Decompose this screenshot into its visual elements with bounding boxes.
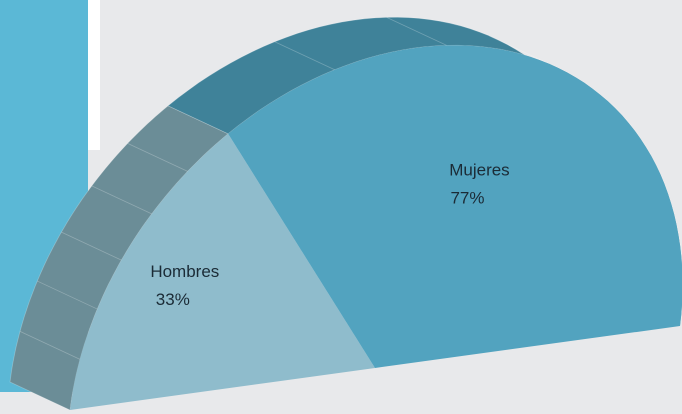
slice-name: Mujeres xyxy=(449,160,509,179)
side-seam xyxy=(127,143,188,172)
slices xyxy=(9,16,682,411)
side-seam xyxy=(19,331,81,360)
side-seam xyxy=(386,17,447,46)
white-bar xyxy=(88,0,100,150)
side-seam xyxy=(61,231,122,261)
labels: Hombres 33% Mujeres 77% xyxy=(150,160,509,309)
slice-value: 33% xyxy=(156,290,190,309)
side-seam xyxy=(488,35,550,65)
slice xyxy=(70,133,375,411)
side-seam xyxy=(274,41,335,71)
side-seam xyxy=(91,185,152,215)
side-seam xyxy=(37,280,98,310)
slice xyxy=(228,45,682,368)
slice-value: 77% xyxy=(450,188,484,207)
slice-name: Hombres xyxy=(150,262,219,281)
